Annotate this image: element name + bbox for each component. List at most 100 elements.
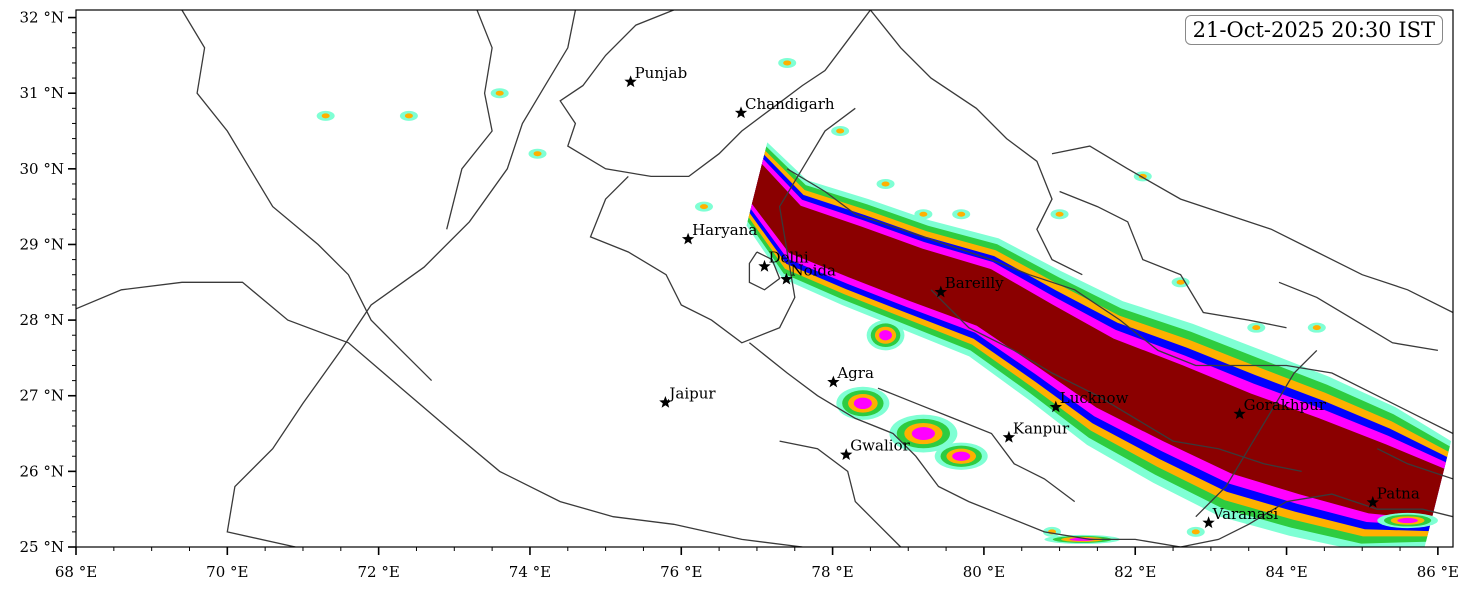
boundary-line <box>1051 145 1453 314</box>
y-tick-label: 28 °N <box>20 311 64 329</box>
rain-speck-core <box>783 60 792 66</box>
city-label: Varanasi <box>1212 505 1279 523</box>
city-haryana: Haryana <box>681 221 757 245</box>
city-chandigarh: Chandigarh <box>734 95 835 119</box>
star-icon <box>758 259 771 272</box>
city-delhi: Delhi <box>758 248 809 272</box>
city-label: Lucknow <box>1060 389 1129 407</box>
city-jaipur: Jaipur <box>659 385 716 408</box>
boundary-line <box>930 289 1302 473</box>
rain-speck-core <box>881 181 890 187</box>
boundary-line <box>779 440 902 547</box>
city-label: Jaipur <box>667 385 716 403</box>
star-icon <box>1202 516 1215 529</box>
timestamp-label: 21-Oct-2025 20:30 IST <box>1184 15 1443 45</box>
x-tick-label: 68 °E <box>55 563 97 581</box>
boundary-line <box>786 168 1453 435</box>
boundary-line <box>1377 448 1453 480</box>
rain-cell <box>1397 517 1418 524</box>
star-icon <box>840 448 853 460</box>
star-icon <box>934 285 947 298</box>
city-label: Kanpur <box>1013 419 1070 437</box>
y-tick-label: 31 °N <box>20 84 64 102</box>
star-icon <box>681 232 695 245</box>
boundary-line <box>181 10 433 382</box>
city-bareilly: Bareilly <box>934 274 1004 298</box>
star-icon <box>659 396 672 408</box>
y-tick-label: 32 °N <box>20 9 64 27</box>
rain-cell <box>879 330 892 341</box>
city-gwalior: Gwalior <box>840 437 911 460</box>
x-tick-label: 82 °E <box>1114 563 1156 581</box>
rain-speck-core <box>836 128 845 134</box>
star-icon <box>624 75 637 88</box>
city-label: Agra <box>836 364 874 382</box>
city-label: Bareilly <box>945 274 1004 292</box>
y-tick-label: 27 °N <box>20 387 64 405</box>
city-agra: Agra <box>827 364 874 388</box>
x-tick-label: 86 °E <box>1417 563 1459 581</box>
axis-ticks: 68 °E 70 °E 72 °E 74 °E 76 °E 78 °E 80 °E 82 °E… <box>20 9 1460 581</box>
star-icon <box>1366 495 1379 508</box>
boundary-line <box>748 342 1453 547</box>
x-tick-label: 78 °E <box>811 563 853 581</box>
city-label: Haryana <box>692 221 757 239</box>
star-icon <box>827 375 840 388</box>
boundary-line <box>748 251 781 291</box>
rain-speck-core <box>533 151 542 157</box>
boundary-line <box>226 10 577 547</box>
rain-speck-core <box>1312 325 1321 331</box>
rain-speck-core <box>495 90 504 96</box>
boundary-line <box>1195 349 1318 518</box>
rain-speck-core <box>1176 279 1185 285</box>
city-label: Chandigarh <box>745 95 835 113</box>
x-tick-label: 84 °E <box>1265 563 1307 581</box>
city-punjab: Punjab <box>624 64 688 88</box>
star-icon <box>1233 407 1246 420</box>
y-tick-label: 26 °N <box>20 462 64 480</box>
rain-speck-core <box>1055 211 1064 217</box>
boundary-line <box>559 10 871 178</box>
boundary-line <box>869 10 1083 276</box>
x-tick-label: 70 °E <box>206 563 248 581</box>
city-kanpur: Kanpur <box>1002 419 1070 443</box>
boundary-line <box>1059 190 1287 329</box>
x-tick-label: 72 °E <box>357 563 399 581</box>
boundary-line <box>877 387 1076 503</box>
rain-speck-core <box>404 113 413 119</box>
city-label: Gorakhpur <box>1244 396 1327 414</box>
city-lucknow: Lucknow <box>1049 389 1129 413</box>
rain-speck-core <box>1252 325 1261 331</box>
city-noida: Noida <box>780 261 836 285</box>
city-label: Delhi <box>769 248 809 266</box>
admin-boundaries <box>76 10 1453 547</box>
rain-band <box>751 164 1445 520</box>
boundary-line <box>589 107 856 344</box>
star-icon <box>734 106 748 119</box>
rain-speck-core <box>957 211 966 217</box>
boundary-line <box>446 10 493 230</box>
city-patna: Patna <box>1366 484 1420 508</box>
star-icon <box>780 272 793 285</box>
city-label: Noida <box>790 261 836 279</box>
city-label: Punjab <box>635 64 688 82</box>
star-icon <box>1002 430 1016 443</box>
rain-speck-core <box>321 113 330 119</box>
plot-frame <box>75 9 1454 548</box>
star-icon <box>1049 400 1062 413</box>
city-label: Patna <box>1377 484 1420 502</box>
rain-cell <box>853 397 872 409</box>
y-tick-label: 30 °N <box>20 160 64 178</box>
x-tick-label: 74 °E <box>509 563 551 581</box>
y-tick-label: 25 °N <box>20 538 64 556</box>
rain-cell <box>911 427 935 440</box>
precipitation-field <box>316 57 1452 547</box>
rain-speck-core <box>1191 529 1200 535</box>
x-tick-label: 80 °E <box>963 563 1005 581</box>
rain-cell <box>952 451 971 461</box>
city-varanasi: Varanasi <box>1202 505 1279 529</box>
city-label: Gwalior <box>850 437 910 455</box>
rain-speck-core <box>699 204 708 210</box>
